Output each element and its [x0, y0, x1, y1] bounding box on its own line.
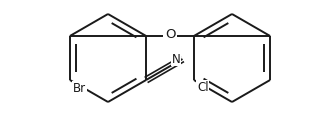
- Text: O: O: [165, 29, 175, 42]
- Text: N: N: [172, 53, 181, 65]
- Text: Cl: Cl: [197, 81, 209, 94]
- Text: Br: Br: [73, 82, 86, 95]
